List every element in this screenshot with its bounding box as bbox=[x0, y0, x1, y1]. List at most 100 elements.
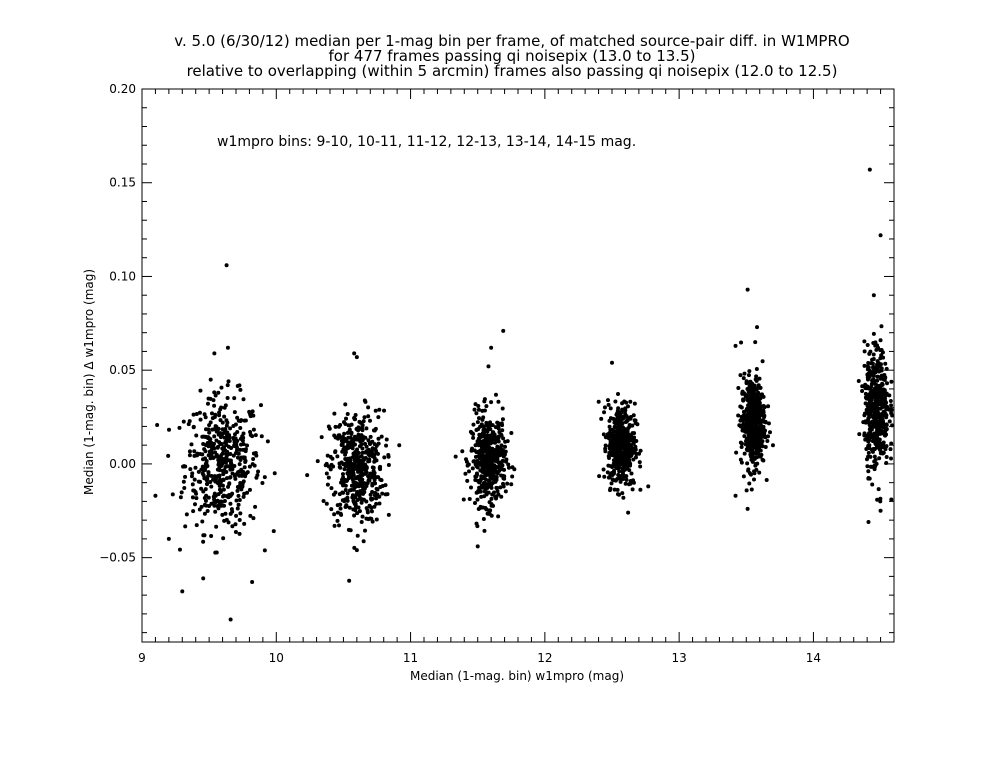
data-point bbox=[634, 439, 639, 444]
data-point bbox=[329, 507, 334, 512]
data-point bbox=[616, 465, 621, 470]
data-point bbox=[601, 432, 606, 437]
data-point bbox=[342, 431, 347, 436]
data-point bbox=[476, 436, 481, 441]
data-point bbox=[628, 462, 633, 467]
data-point bbox=[189, 474, 194, 479]
data-point bbox=[203, 464, 208, 469]
data-point bbox=[760, 429, 765, 434]
data-point bbox=[482, 528, 487, 533]
data-point bbox=[380, 491, 385, 496]
data-point bbox=[233, 422, 238, 427]
data-point bbox=[315, 459, 320, 464]
data-point bbox=[194, 433, 199, 438]
data-point bbox=[889, 403, 894, 408]
data-point bbox=[195, 451, 200, 456]
data-point bbox=[871, 352, 876, 357]
data-point bbox=[382, 455, 387, 460]
data-point bbox=[201, 473, 206, 478]
data-point bbox=[738, 440, 743, 445]
data-point bbox=[506, 465, 511, 470]
data-point bbox=[374, 486, 379, 491]
data-point bbox=[206, 470, 211, 475]
data-point bbox=[472, 407, 477, 412]
data-point bbox=[498, 445, 503, 450]
data-point bbox=[353, 412, 358, 417]
data-point bbox=[192, 453, 197, 458]
data-point bbox=[739, 340, 744, 345]
data-point bbox=[748, 379, 753, 384]
data-point bbox=[470, 466, 475, 471]
data-point bbox=[495, 489, 500, 494]
data-point bbox=[876, 487, 881, 492]
data-point bbox=[198, 417, 203, 422]
data-point bbox=[222, 414, 227, 419]
data-point bbox=[477, 485, 482, 490]
data-point bbox=[337, 464, 342, 469]
data-point bbox=[753, 437, 758, 442]
data-point bbox=[605, 432, 610, 437]
data-point bbox=[361, 481, 366, 486]
data-point bbox=[487, 423, 492, 428]
data-point bbox=[747, 481, 752, 486]
data-point bbox=[213, 412, 218, 417]
data-point bbox=[740, 417, 745, 422]
data-point bbox=[477, 460, 482, 465]
data-point bbox=[628, 399, 633, 404]
data-point bbox=[476, 407, 481, 412]
data-point bbox=[629, 471, 634, 476]
data-point bbox=[375, 451, 380, 456]
data-point bbox=[870, 357, 875, 362]
data-point bbox=[215, 429, 220, 434]
data-point bbox=[181, 464, 186, 469]
data-point bbox=[857, 432, 862, 437]
data-point bbox=[371, 428, 376, 433]
data-point bbox=[340, 472, 345, 477]
data-point bbox=[736, 413, 741, 418]
data-point bbox=[337, 461, 342, 466]
data-point bbox=[212, 491, 217, 496]
data-point-outlier bbox=[866, 520, 871, 525]
data-point bbox=[755, 441, 760, 446]
data-point bbox=[758, 448, 763, 453]
data-point bbox=[603, 435, 608, 440]
data-point bbox=[624, 459, 629, 464]
data-point bbox=[607, 424, 612, 429]
data-point bbox=[476, 488, 481, 493]
data-point bbox=[499, 432, 504, 437]
data-point bbox=[475, 441, 480, 446]
data-point bbox=[746, 444, 751, 449]
data-point bbox=[503, 489, 508, 494]
data-point bbox=[757, 470, 762, 475]
data-point bbox=[366, 414, 371, 419]
data-point bbox=[757, 376, 762, 381]
data-point bbox=[613, 464, 618, 469]
data-point bbox=[352, 434, 357, 439]
data-point bbox=[362, 486, 367, 491]
data-point bbox=[493, 392, 498, 397]
data-point bbox=[864, 386, 869, 391]
data-point bbox=[359, 520, 364, 525]
data-point bbox=[182, 486, 187, 491]
data-point bbox=[484, 404, 489, 409]
data-point bbox=[615, 460, 620, 465]
data-point bbox=[506, 462, 511, 467]
data-point bbox=[372, 477, 377, 482]
y-tick-label: −0.05 bbox=[99, 551, 136, 565]
data-point bbox=[743, 429, 748, 434]
data-point bbox=[328, 467, 333, 472]
data-point bbox=[486, 456, 491, 461]
data-point bbox=[500, 417, 505, 422]
data-point bbox=[623, 437, 628, 442]
data-point bbox=[248, 430, 253, 435]
data-point bbox=[197, 410, 202, 415]
data-point bbox=[364, 444, 369, 449]
data-point bbox=[192, 449, 197, 454]
data-point bbox=[374, 496, 379, 501]
data-point bbox=[221, 487, 226, 492]
data-point bbox=[616, 406, 621, 411]
data-point bbox=[866, 476, 871, 481]
data-point bbox=[739, 460, 744, 465]
data-point bbox=[357, 419, 362, 424]
data-point bbox=[355, 511, 360, 516]
